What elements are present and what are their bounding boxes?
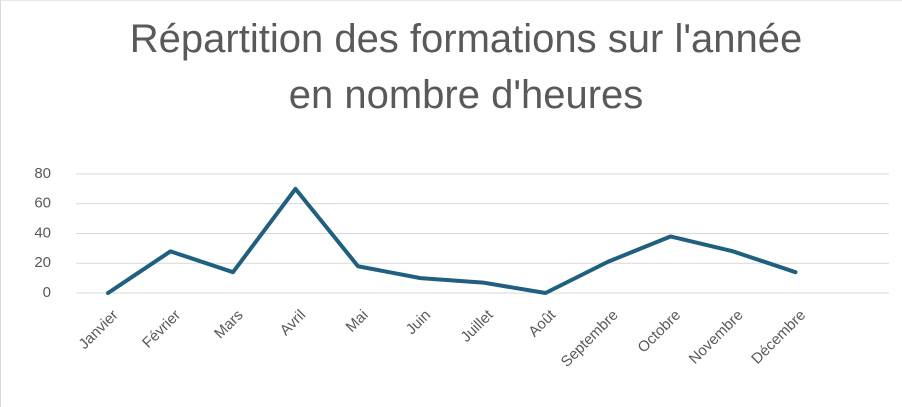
x-tick-label: Janvier	[75, 307, 121, 353]
y-tick-label: 0	[43, 284, 51, 301]
x-tick-label: Juillet	[457, 306, 497, 346]
chart-title: Répartition des formations sur l'année e…	[129, 17, 803, 117]
x-tick-label: Octobre	[634, 307, 684, 357]
y-tick-label: 20	[34, 254, 51, 271]
x-tick-label: Avril	[277, 307, 309, 339]
y-tick-label: 80	[34, 165, 51, 182]
y-tick-label: 40	[34, 224, 51, 241]
x-tick-label: Mars	[211, 307, 247, 343]
x-tick-label: Août	[525, 306, 559, 340]
data-line	[106, 186, 798, 295]
y-tick-label: 60	[34, 195, 51, 212]
x-tick-label: Décembre	[748, 307, 809, 368]
x-tick-label: Mai	[343, 307, 372, 336]
x-tick-label: Juin	[403, 307, 434, 338]
x-tick-label: Septembre	[558, 307, 622, 371]
x-tick-label: Novembre	[686, 307, 747, 368]
x-tick-label: Février	[139, 307, 184, 352]
